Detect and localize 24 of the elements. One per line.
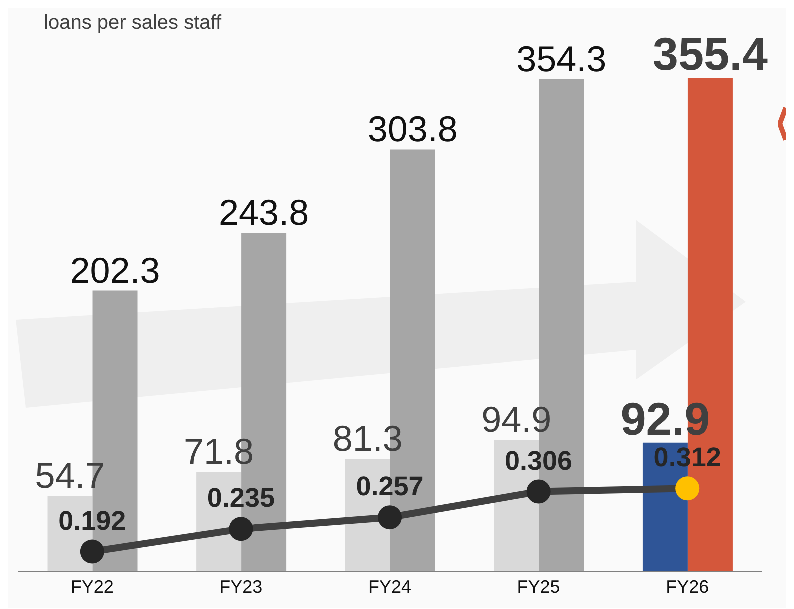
point <box>676 476 700 501</box>
data-label: 0.235 <box>207 483 275 514</box>
data-label: 202.3 <box>70 250 160 291</box>
data-label: 94.9 <box>482 399 552 440</box>
x-tick-label: FY25 <box>517 576 560 597</box>
x-tick-label: FY26 <box>666 576 710 597</box>
x-tick-label: FY22 <box>70 576 114 597</box>
point <box>378 506 402 530</box>
data-label: 54.7 <box>35 454 106 496</box>
text: loans per sales staff <box>44 12 222 35</box>
data-label: 0.257 <box>356 472 424 502</box>
data-label: 71.8 <box>184 431 254 472</box>
data-label: 0.306 <box>505 446 573 476</box>
point <box>80 540 104 564</box>
data-label: 243.8 <box>219 192 310 234</box>
data-label: 81.3 <box>332 418 403 459</box>
point <box>229 517 254 542</box>
data-label: 355.4 <box>652 28 768 80</box>
x-tick-label: FY23 <box>220 576 263 597</box>
point <box>526 480 551 504</box>
data-label: 354.3 <box>516 38 607 80</box>
data-label: 303.8 <box>368 108 458 150</box>
x-tick-label: FY24 <box>368 576 412 597</box>
data-label: 0.192 <box>58 506 126 536</box>
